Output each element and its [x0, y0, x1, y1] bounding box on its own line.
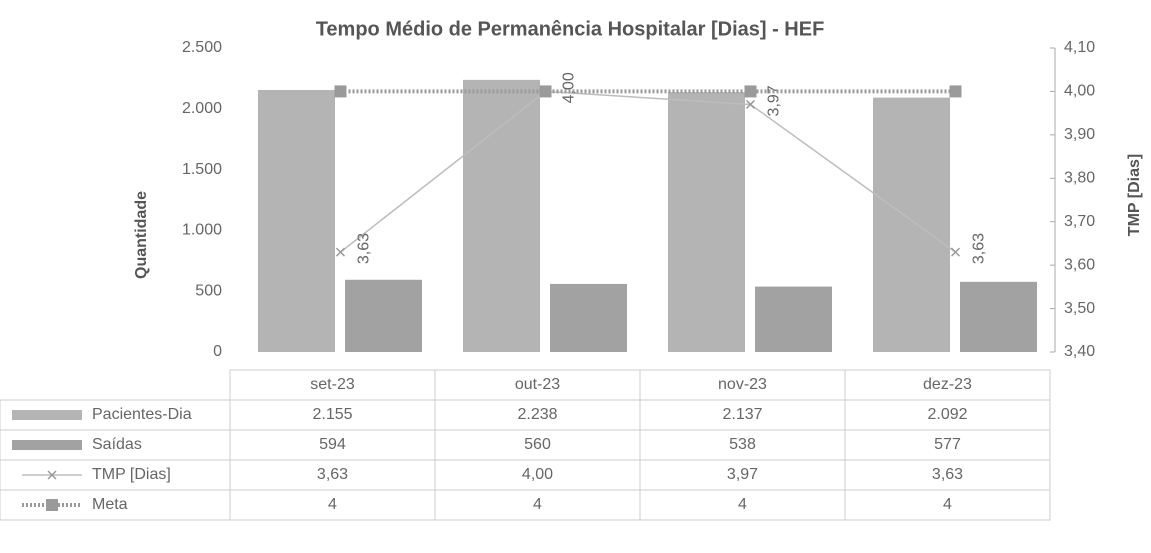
table-value: 2.137	[722, 406, 762, 423]
table-value: 4	[738, 496, 747, 513]
bar	[668, 92, 745, 352]
data-label: 4,00	[561, 72, 578, 103]
y2-tick-label: 4,00	[1064, 83, 1095, 100]
data-label: 3,63	[971, 233, 988, 264]
y-tick-label: 500	[195, 282, 222, 299]
y2-tick-label: 3,40	[1064, 343, 1095, 360]
marker	[744, 85, 757, 98]
table-value: 4,00	[522, 466, 553, 483]
marker	[949, 85, 962, 98]
marker	[334, 85, 347, 98]
table-value: 594	[319, 436, 346, 453]
line	[340, 90, 956, 253]
y-tick-label: 0	[213, 343, 222, 360]
legend-label: TMP [Dias]	[92, 466, 171, 483]
bar	[345, 279, 422, 352]
y-axis-label: Quantidade	[133, 191, 150, 279]
table-value: 4	[328, 496, 337, 513]
marker	[539, 85, 552, 98]
y-tick-label: 2.000	[182, 100, 222, 117]
legend-marker	[46, 499, 58, 511]
y2-tick-label: 3,60	[1064, 256, 1095, 273]
table-value: 2.155	[312, 406, 352, 423]
x-tick-label: dez-23	[923, 376, 972, 393]
table-value: 2.238	[517, 406, 557, 423]
y-tick-label: 2.500	[182, 39, 222, 56]
legend-label: Meta	[92, 496, 128, 513]
table-value: 3,63	[932, 466, 963, 483]
bar	[550, 283, 627, 352]
bar	[258, 89, 335, 353]
y-tick-label: 1.000	[182, 222, 222, 239]
table-value: 3,63	[317, 466, 348, 483]
chart-title: Tempo Médio de Permanência Hospitalar [D…	[316, 18, 825, 40]
data-label: 3,63	[356, 233, 373, 264]
legend-label: Saídas	[92, 436, 142, 453]
y2-tick-label: 4,10	[1064, 39, 1095, 56]
legend-label: Pacientes-Dia	[92, 406, 192, 423]
table-cell	[844, 489, 1051, 521]
table-value: 577	[934, 436, 961, 453]
y2-tick-label: 3,90	[1064, 126, 1095, 143]
y2-tick-label: 3,70	[1064, 213, 1095, 230]
bar	[463, 79, 540, 353]
x-tick-label: set-23	[310, 376, 355, 393]
table-value: 3,97	[727, 466, 758, 483]
x-tick-label: nov-23	[718, 376, 767, 393]
y2-tick-label: 3,50	[1064, 300, 1095, 317]
legend-swatch	[12, 440, 82, 450]
table-value: 4	[943, 496, 952, 513]
table-value: 4	[533, 496, 542, 513]
x-tick-label: out-23	[515, 376, 560, 393]
table-value: 538	[729, 436, 756, 453]
marker	[950, 247, 961, 257]
legend-marker	[47, 470, 57, 480]
y2-axis-label: TMP [Dias]	[1126, 154, 1143, 236]
bar	[755, 286, 832, 352]
marker	[745, 99, 756, 109]
y2-tick-label: 3,80	[1064, 170, 1095, 187]
marker	[335, 247, 346, 257]
bar	[873, 97, 950, 353]
bar	[960, 281, 1037, 352]
y-tick-label: 1.500	[182, 161, 222, 178]
table-value: 2.092	[927, 406, 967, 423]
table-value: 560	[524, 436, 551, 453]
legend-swatch	[12, 410, 82, 420]
